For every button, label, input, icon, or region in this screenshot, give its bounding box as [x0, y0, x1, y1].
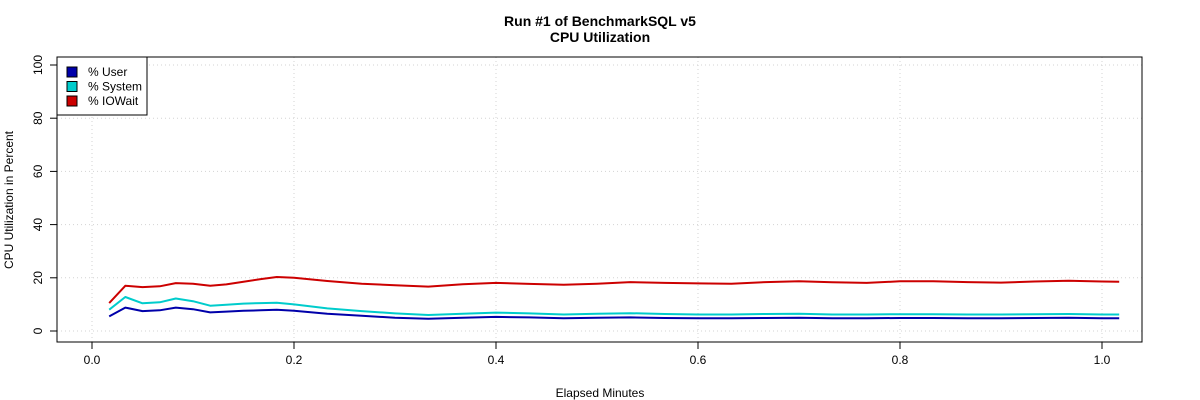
y-axis-label: CPU Utilization in Percent [2, 130, 16, 269]
x-axis-label: Elapsed Minutes [556, 386, 645, 400]
series-lines [108, 276, 1120, 320]
legend-swatch [66, 95, 78, 107]
series-line-user [108, 306, 1120, 320]
x-tick-label: 0.0 [84, 353, 101, 367]
y-tick-label: 40 [31, 218, 45, 232]
y-tick-label: 0 [31, 327, 45, 334]
series-line-system [108, 296, 1120, 316]
x-tick-label: 1.0 [1094, 353, 1111, 367]
grid-lines [57, 57, 1142, 342]
x-tick-label: 0.2 [286, 353, 303, 367]
x-tick-label: 0.4 [488, 353, 505, 367]
y-axis: 0 20 40 60 80 100 [31, 55, 57, 334]
y-tick-label: 20 [31, 271, 45, 285]
y-tick-label: 100 [31, 55, 45, 75]
legend-swatch [66, 81, 78, 92]
legend-label: % IOWait [88, 94, 139, 108]
x-tick-label: 0.8 [892, 353, 909, 367]
chart-title: Run #1 of BenchmarkSQL v5 [504, 13, 696, 29]
legend-swatch [66, 66, 78, 78]
y-tick-label: 80 [31, 111, 45, 125]
series-line-iowait [108, 276, 1120, 304]
y-tick-label: 60 [31, 164, 45, 178]
x-axis: 0.0 0.2 0.4 0.6 0.8 1.0 [84, 342, 1111, 367]
legend-label: % System [88, 80, 142, 94]
x-tick-label: 0.6 [690, 353, 707, 367]
chart-subtitle: CPU Utilization [550, 29, 650, 45]
legend-label: % User [88, 65, 127, 79]
legend: % User% System% IOWait [56, 56, 148, 116]
plot-frame [56, 56, 1143, 343]
